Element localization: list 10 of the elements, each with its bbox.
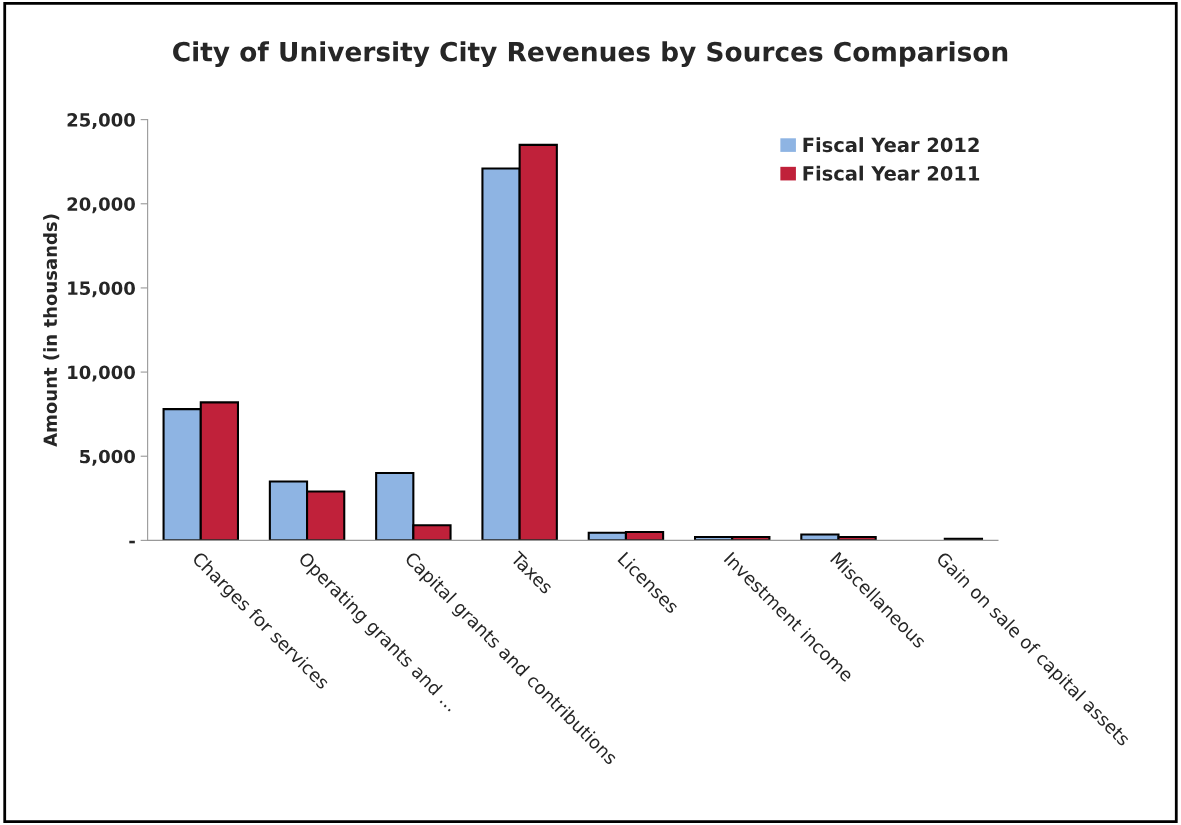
y-axis-title: Amount (in thousands) — [43, 214, 60, 447]
legend-label: Fiscal Year 2012 — [803, 137, 979, 153]
legend-label: Fiscal Year 2011 — [803, 165, 980, 181]
chart-title: City of University City Revenues by Sources Comparison — [173, 41, 1008, 67]
y-tick-label: 5,000 — [80, 449, 135, 466]
y-tick-label: 10,000 — [68, 365, 135, 382]
y-tick-label: 20,000 — [67, 197, 135, 214]
y-tick-label: 15,000 — [68, 281, 135, 298]
y-tick-label: - — [129, 540, 135, 544]
y-tick-label: 25,000 — [67, 113, 135, 130]
